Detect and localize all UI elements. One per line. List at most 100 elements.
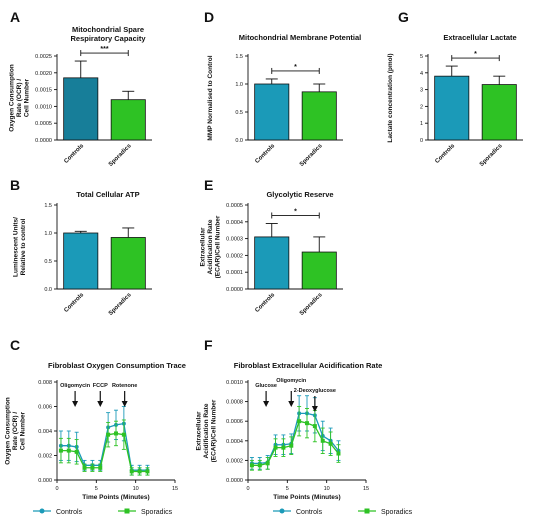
- bar-controls: [254, 83, 290, 141]
- panel-letter: C: [10, 337, 20, 353]
- bar-controls: [254, 236, 290, 290]
- category-label: Controls: [63, 292, 85, 314]
- y-axis-label: Rate (OCR) /: [12, 412, 19, 450]
- category-label: Sporadics: [299, 143, 324, 168]
- category-label: Controls: [63, 143, 85, 165]
- y-tick-label: 0.0020: [35, 71, 52, 77]
- y-tick-label: 0.0001: [226, 270, 243, 276]
- annotation-label: 2-Deoxyglucose: [294, 388, 336, 394]
- y-axis-label: Extracellular: [200, 227, 207, 266]
- data-point: [145, 469, 150, 474]
- y-tick-label: 0.5: [235, 110, 243, 116]
- category-label: Sporadics: [479, 143, 504, 168]
- data-point: [129, 469, 134, 474]
- panel-letter: F: [204, 337, 213, 353]
- y-axis-label: (ECAR)/Cell Number: [211, 399, 218, 462]
- y-tick-label: 1.0: [235, 82, 243, 88]
- category-label: Controls: [254, 143, 276, 165]
- y-tick-label: 0.002: [38, 454, 52, 460]
- bar-sporadics: [110, 237, 146, 290]
- y-tick-label: 0.0010: [35, 104, 52, 110]
- significance-marker: *: [474, 51, 477, 58]
- x-tick-label: 10: [324, 486, 330, 492]
- data-point: [305, 421, 309, 426]
- legend-marker: [279, 508, 285, 514]
- y-tick-label: 0.0: [44, 287, 52, 293]
- significance-marker: *: [294, 208, 297, 215]
- series-line-controls: [60, 422, 148, 471]
- chart-title: Fibroblast Oxygen Consumption Trace: [48, 361, 186, 370]
- bar-sporadics: [481, 84, 517, 141]
- y-tick-label: 1.5: [44, 203, 52, 209]
- y-tick-label: 1: [420, 121, 423, 127]
- category-label: Sporadics: [108, 143, 133, 168]
- y-tick-label: 0.0008: [226, 400, 243, 406]
- y-axis-label: Luminescent Units/: [12, 217, 19, 277]
- x-tick-label: 15: [363, 486, 369, 492]
- chart-title: Fibroblast Extracellular Acidification R…: [234, 361, 383, 370]
- y-tick-label: 0.0000: [35, 138, 52, 144]
- panel-d: D Mitochondrial Membrane Potential MMP Nor…: [204, 9, 361, 168]
- data-point: [257, 463, 262, 468]
- data-point: [320, 438, 325, 443]
- y-axis-label: Acidification Rate: [207, 219, 214, 274]
- panel-letter: E: [204, 177, 213, 193]
- x-tick-label: 5: [286, 486, 289, 492]
- category-label: Sporadics: [108, 292, 133, 317]
- significance-marker: ***: [100, 46, 108, 53]
- panel-g: G Extracellular Lactate Lactate concentrat…: [387, 9, 523, 168]
- y-tick-label: 1.5: [235, 54, 243, 60]
- y-tick-label: 0.000: [38, 478, 52, 484]
- bar-sporadics: [301, 91, 337, 141]
- data-point: [98, 465, 103, 470]
- arrow-head: [121, 401, 128, 407]
- series-line-controls: [251, 412, 339, 464]
- y-tick-label: 0.0005: [226, 203, 243, 209]
- y-tick-label: 0.5: [44, 259, 52, 265]
- y-tick-label: 0.0015: [35, 88, 52, 94]
- data-point: [106, 432, 111, 437]
- chart-title: Total Cellular ATP: [76, 190, 139, 199]
- legend-label: Sporadics: [381, 509, 413, 516]
- arrow-head: [72, 401, 79, 407]
- data-point: [289, 443, 294, 448]
- y-tick-label: 0.0002: [226, 253, 243, 259]
- category-label: Sporadics: [299, 292, 324, 317]
- y-tick-label: 0.0004: [226, 439, 243, 445]
- y-axis-label: Extracellular: [196, 411, 203, 450]
- x-tick-label: 15: [172, 486, 178, 492]
- y-axis-label: Relative to control: [20, 218, 27, 275]
- category-label: Controls: [254, 292, 276, 314]
- chart-title: Glycolytic Reserve: [266, 190, 333, 199]
- bar-controls: [63, 77, 99, 141]
- series-line-sporadics: [60, 432, 148, 473]
- data-point: [265, 461, 270, 466]
- annotation-label: Oligomycin: [276, 378, 307, 384]
- y-tick-label: 0.0006: [226, 419, 243, 425]
- legend-marker: [364, 508, 370, 514]
- y-axis-label: MMP Normalised to Control: [207, 55, 214, 140]
- data-point: [121, 432, 126, 437]
- panel-letter: B: [10, 177, 20, 193]
- y-axis-label: Acidification Rate: [203, 403, 210, 458]
- x-tick-label: 0: [55, 486, 58, 492]
- x-axis-label: Time Points (Minutes): [82, 494, 149, 501]
- panel-e: E Glycolytic Reserve Extracellular Acidific…: [200, 177, 343, 317]
- x-tick-label: 0: [246, 486, 249, 492]
- y-tick-label: 0.0005: [35, 121, 52, 127]
- y-tick-label: 0.004: [38, 429, 52, 435]
- data-point: [74, 449, 79, 454]
- y-tick-label: 0.0000: [226, 478, 243, 484]
- chart-title: Respiratory Capacity: [70, 34, 146, 43]
- bar-controls: [63, 232, 99, 290]
- y-tick-label: 4: [420, 71, 423, 77]
- y-tick-label: 5: [420, 54, 423, 60]
- panel-f: F Fibroblast Extracellular Acidification …: [196, 337, 383, 501]
- arrow-head: [311, 406, 318, 412]
- arrow-head: [97, 401, 104, 407]
- y-tick-label: 0.0025: [35, 54, 52, 60]
- legend: Controls Sporadics Controls Sporadics: [33, 508, 413, 516]
- y-tick-label: 0.006: [38, 405, 52, 411]
- data-point: [273, 445, 278, 450]
